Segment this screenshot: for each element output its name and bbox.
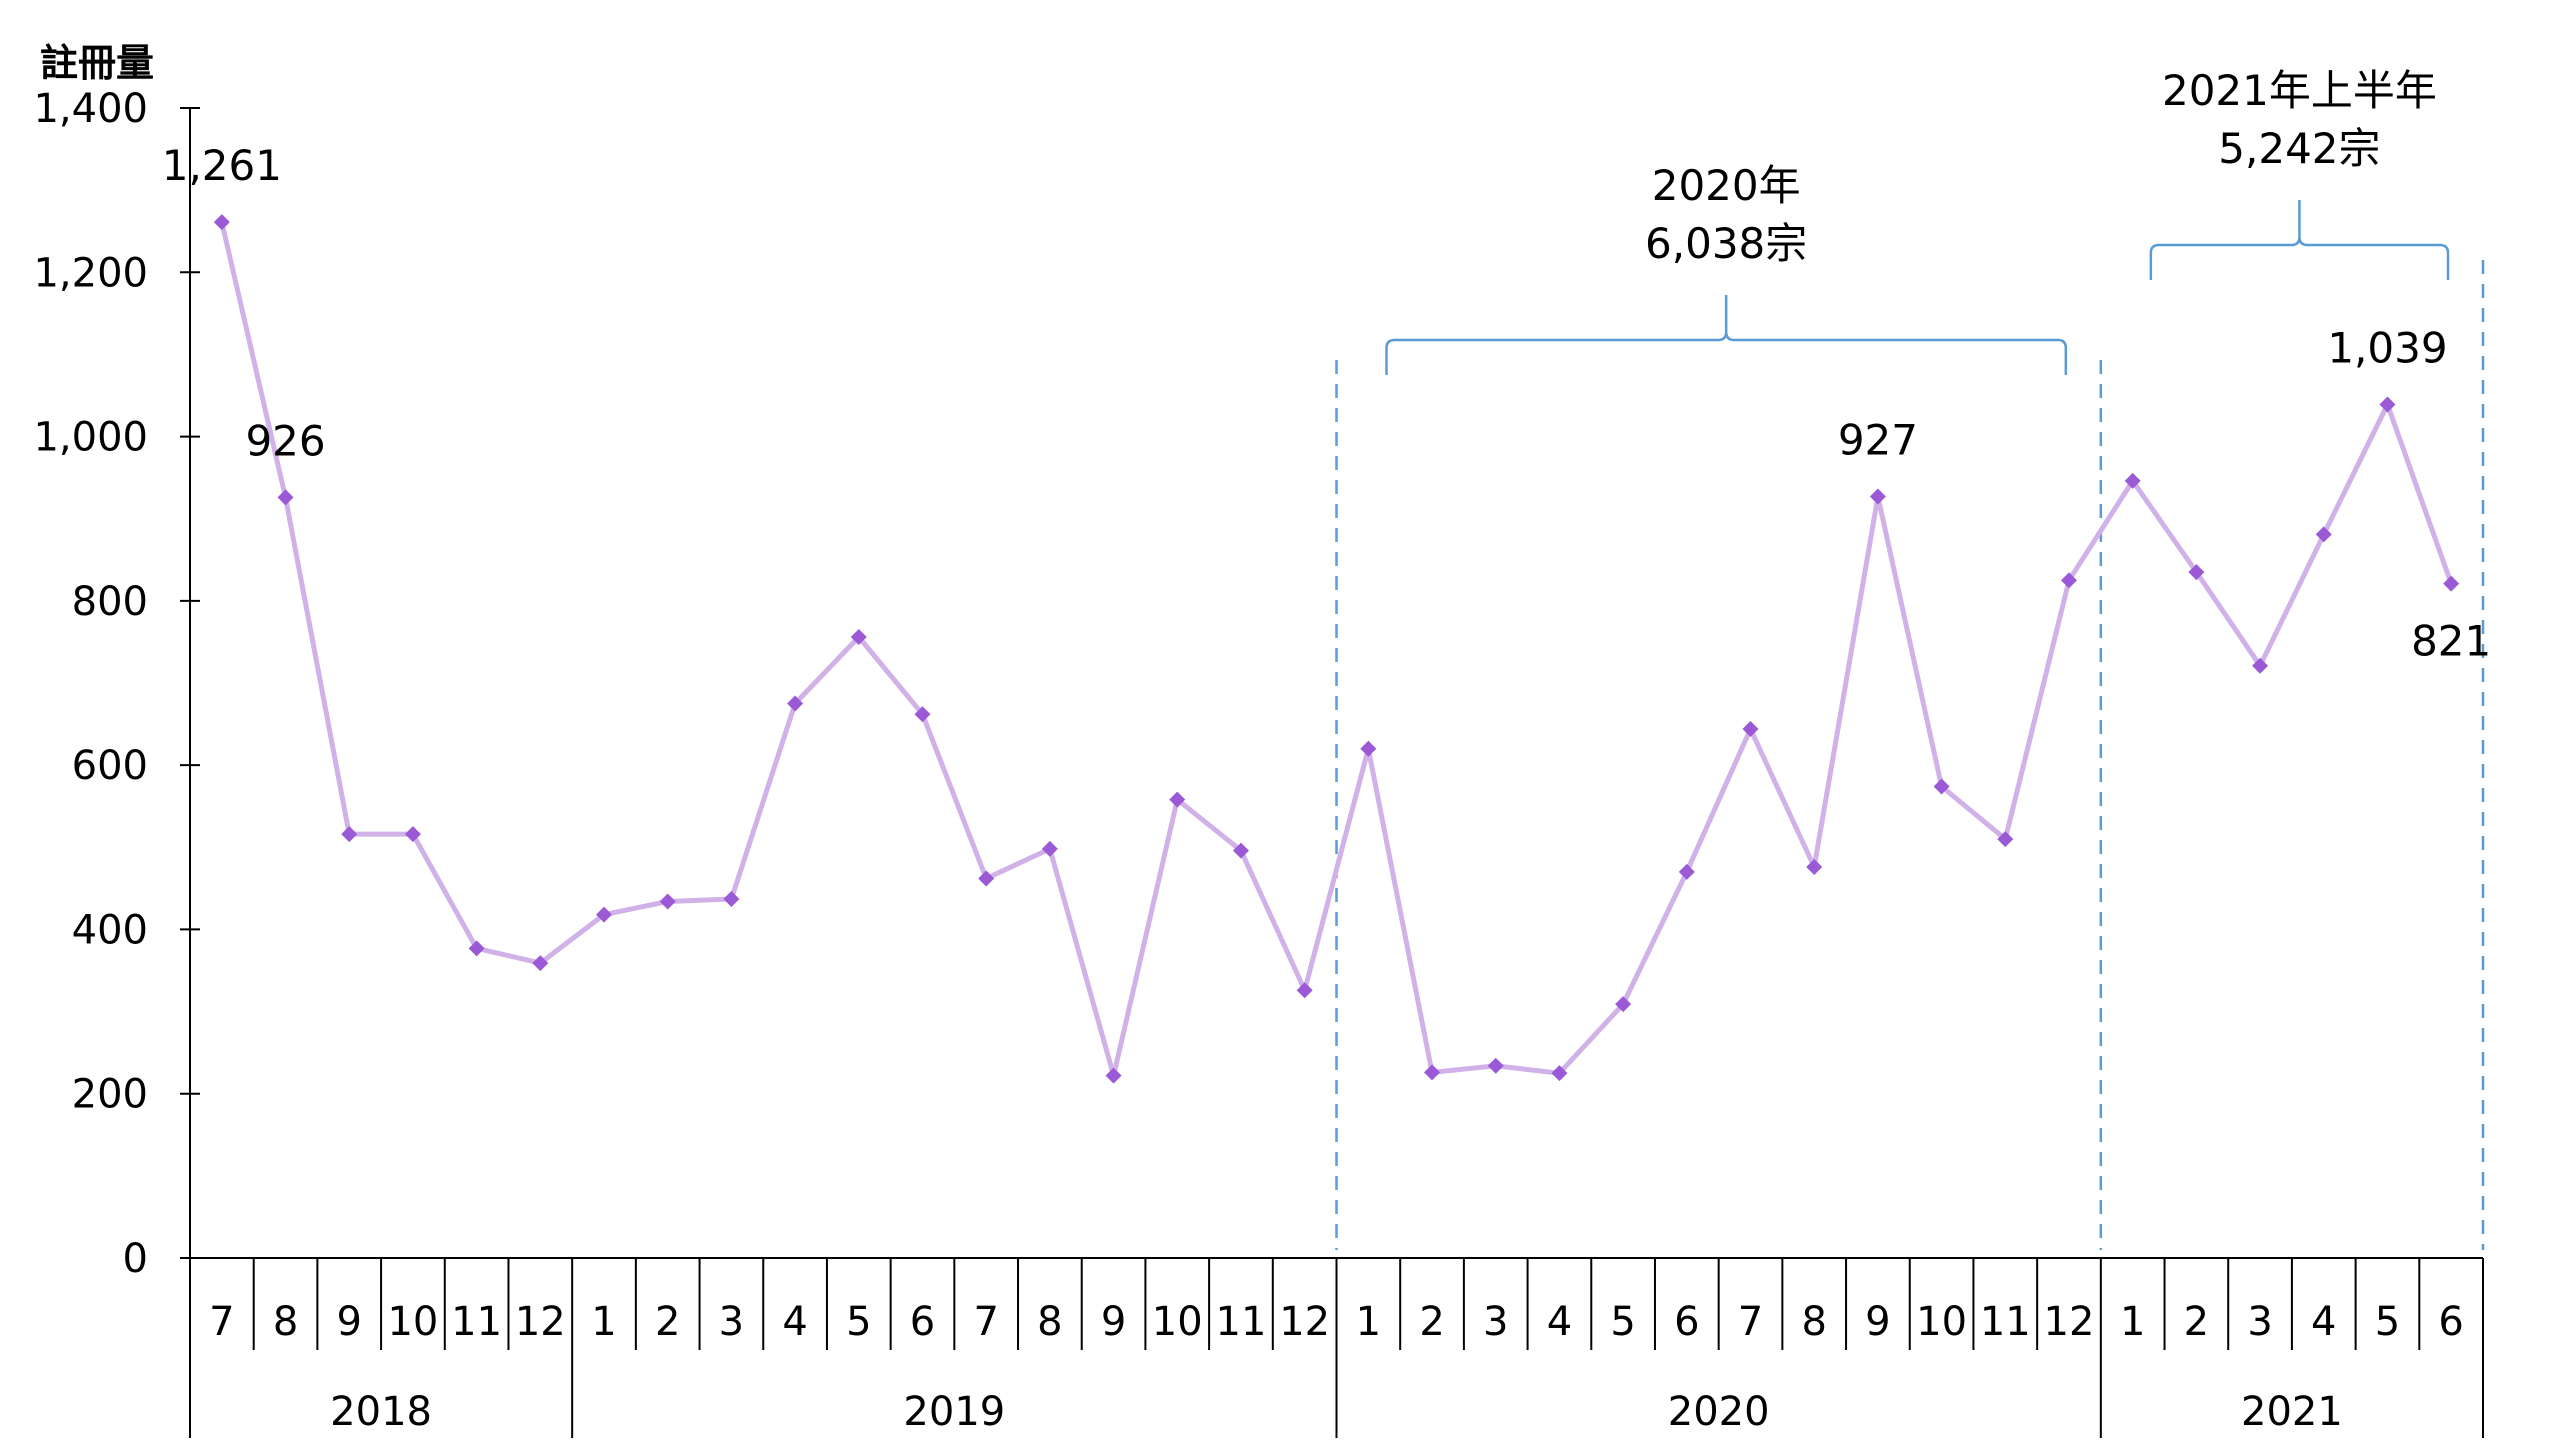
data-point <box>2252 657 2269 674</box>
data-point <box>1041 840 1058 857</box>
data-point <box>1296 982 1313 999</box>
x-tick-label: 2 <box>655 1299 680 1345</box>
x-tick-label: 10 <box>387 1299 438 1345</box>
x-tick-label: 2 <box>2184 1299 2209 1345</box>
x-tick-label: 6 <box>910 1299 935 1345</box>
data-point <box>1232 842 1249 859</box>
data-point <box>2060 572 2077 589</box>
x-tick-label: 8 <box>1801 1299 1826 1345</box>
x-tick-label: 1 <box>591 1299 616 1345</box>
x-tick-label: 5 <box>2375 1299 2400 1345</box>
y-tick-label: 1,000 <box>33 415 148 461</box>
data-point <box>596 906 613 923</box>
period-annotation-total: 5,242宗 <box>2218 124 2380 173</box>
data-point <box>1933 778 1950 795</box>
data-point <box>1487 1057 1504 1074</box>
x-tick-label: 8 <box>1037 1299 1062 1345</box>
data-point <box>1806 859 1823 875</box>
x-tick-label: 2 <box>1419 1299 1444 1345</box>
data-label: 927 <box>1838 416 1918 465</box>
y-tick-label: 400 <box>72 907 148 953</box>
year-label: 2019 <box>903 1389 1005 1435</box>
x-tick-label: 12 <box>2044 1299 2095 1345</box>
x-tick-label: 6 <box>2438 1299 2463 1345</box>
data-point <box>2379 396 2396 413</box>
data-point <box>532 955 549 972</box>
y-tick-label: 1,200 <box>33 250 148 296</box>
data-point <box>1742 721 1759 737</box>
x-tick-label: 1 <box>2120 1299 2145 1345</box>
x-tick-label: 9 <box>1101 1299 1126 1345</box>
x-tick-label: 8 <box>273 1299 298 1345</box>
data-point <box>2443 575 2460 592</box>
x-tick-label: 1 <box>1356 1299 1381 1345</box>
data-point <box>1551 1065 1568 1082</box>
y-tick-label: 200 <box>72 1072 148 1118</box>
x-tick-label: 5 <box>846 1299 871 1345</box>
year-label: 2021 <box>2241 1389 2343 1435</box>
data-point <box>1360 740 1377 757</box>
x-tick-label: 11 <box>1980 1299 2031 1345</box>
data-label: 821 <box>2411 617 2491 666</box>
y-tick-label: 600 <box>72 743 148 789</box>
x-tick-label: 7 <box>1738 1299 1763 1345</box>
year-label: 2020 <box>1668 1389 1770 1435</box>
period-bracket <box>2149 200 2450 280</box>
data-point <box>341 826 358 843</box>
y-axis-title: 註冊量 <box>40 41 154 85</box>
x-tick-label: 3 <box>2247 1299 2272 1345</box>
data-point <box>914 706 931 723</box>
x-tick-label: 4 <box>1547 1299 1572 1345</box>
data-point <box>1678 863 1695 880</box>
series-line <box>219 221 2454 1079</box>
data-point <box>1169 791 1186 808</box>
data-point <box>978 870 995 887</box>
year-label: 2018 <box>330 1389 432 1435</box>
data-point <box>1615 996 1632 1013</box>
x-tick-label: 11 <box>1216 1299 1267 1345</box>
x-tick-label: 4 <box>782 1299 807 1345</box>
x-tick-label: 4 <box>2311 1299 2336 1345</box>
x-tick-label: 11 <box>451 1299 502 1345</box>
data-point <box>2124 472 2141 489</box>
y-tick-label: 0 <box>123 1236 148 1282</box>
x-tick-label: 7 <box>209 1299 234 1345</box>
y-tick-label: 1,400 <box>33 86 148 132</box>
data-point <box>468 940 485 957</box>
period-annotation-total: 6,038宗 <box>1645 219 1807 268</box>
period-annotation-title: 2020年 <box>1652 161 1801 210</box>
data-point <box>404 826 421 843</box>
data-label: 1,261 <box>162 141 282 190</box>
x-tick-label: 3 <box>1483 1299 1508 1345</box>
data-label: 1,039 <box>2327 324 2447 373</box>
x-tick-label: 10 <box>1916 1299 1967 1345</box>
data-point <box>2315 526 2332 543</box>
data-point <box>2188 564 2205 581</box>
data-label: 926 <box>245 416 325 465</box>
x-tick-label: 7 <box>973 1299 998 1345</box>
data-point <box>723 891 740 908</box>
x-tick-label: 6 <box>1674 1299 1699 1345</box>
period-bracket <box>1385 295 2068 375</box>
data-point <box>1424 1064 1441 1081</box>
x-tick-label: 9 <box>1865 1299 1890 1345</box>
data-point <box>1997 831 2014 848</box>
x-tick-label: 5 <box>1610 1299 1635 1345</box>
data-point <box>659 893 676 910</box>
x-tick-label: 10 <box>1152 1299 1203 1345</box>
data-point <box>850 629 867 645</box>
data-point <box>277 489 294 506</box>
period-annotation-title: 2021年上半年 <box>2162 66 2437 115</box>
x-tick-label: 9 <box>337 1299 362 1345</box>
y-tick-label: 800 <box>72 579 148 625</box>
data-point <box>1869 488 1886 505</box>
x-tick-label: 12 <box>515 1299 566 1345</box>
data-point <box>213 214 230 231</box>
data-point <box>1105 1067 1122 1084</box>
x-tick-label: 3 <box>719 1299 744 1345</box>
x-tick-label: 12 <box>1279 1299 1330 1345</box>
data-point <box>787 695 804 712</box>
